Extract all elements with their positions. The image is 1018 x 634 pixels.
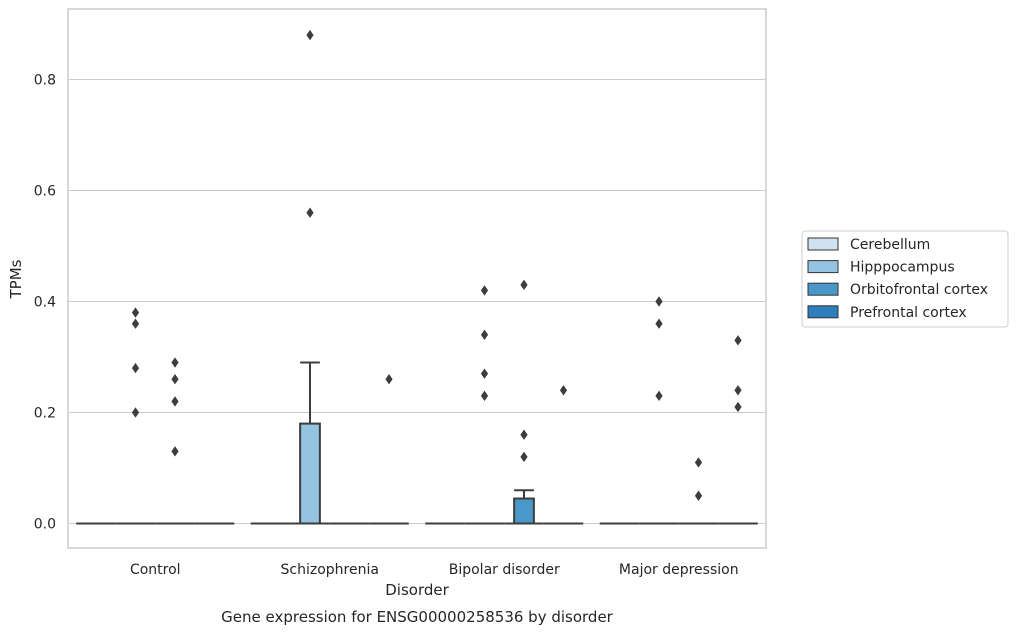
outlier-point [385, 374, 393, 385]
outlier-point [694, 457, 703, 468]
outlier-point [520, 279, 528, 291]
box-group [639, 296, 679, 525]
outlier-point [520, 429, 528, 440]
legend: Cerebellum Hipppocampus Orbitofrontal cort… [801, 230, 1009, 328]
outlier-point [655, 390, 663, 402]
box-plot-area [76, 29, 758, 525]
plot-frame [67, 8, 767, 549]
outlier-point [734, 335, 742, 346]
legend-swatch [807, 305, 839, 319]
legend-label: Cerebellum [850, 237, 930, 253]
legend-item: Cerebellum [807, 237, 930, 253]
box-iqr [299, 422, 321, 525]
outlier-point [734, 385, 742, 396]
x-axis: Control Schizophrenia Bipolar disorder Majo… [130, 562, 739, 578]
y-tick-label: 0.8 [34, 73, 56, 89]
legend-label: Prefrontal cortex [850, 305, 967, 321]
outlier-point [694, 490, 703, 501]
outlier-point [480, 390, 489, 402]
outlier-point [131, 362, 140, 374]
outlier-point [655, 296, 663, 307]
y-tick-label: 0.2 [34, 406, 56, 422]
legend-swatch [807, 282, 839, 296]
y-axis: 0.0 0.2 0.4 0.6 0.8 [34, 73, 56, 533]
box-group [115, 307, 156, 525]
y-axis-title: TPMs [7, 259, 25, 299]
x-tick-label: Major depression [619, 562, 739, 578]
legend-label: Hipppocampus [850, 260, 955, 276]
x-axis-title: Disorder [385, 581, 449, 599]
legend-item: Prefrontal cortex [807, 305, 967, 321]
legend-frame [801, 230, 1009, 328]
box-group [543, 385, 584, 525]
plot-border [67, 8, 767, 549]
outlier-point [734, 401, 742, 413]
box-group [155, 357, 195, 525]
box-group [718, 335, 758, 525]
outlier-point [171, 357, 179, 368]
box-group [290, 29, 330, 525]
outlier-point [655, 318, 663, 329]
legend-label: Orbitofrontal cortex [850, 282, 988, 298]
box-group [504, 279, 544, 525]
legend-item: Orbitofrontal cortex [807, 282, 988, 298]
legend-swatch [807, 260, 839, 274]
outlier-point [480, 285, 489, 296]
chart-caption: Gene expression for ENSG00000258536 by d… [221, 608, 614, 626]
x-tick-label: Bipolar disorder [449, 562, 560, 578]
outlier-point [131, 318, 140, 329]
outlier-point [171, 446, 179, 457]
outlier-point [171, 396, 179, 407]
y-tick-label: 0.0 [34, 517, 56, 533]
box-iqr [513, 497, 535, 525]
outlier-point [171, 374, 179, 385]
legend-swatch [807, 237, 839, 251]
x-tick-label: Control [130, 562, 181, 578]
outlier-point [559, 385, 568, 396]
y-tick-label: 0.6 [34, 184, 56, 200]
outlier-point [480, 368, 489, 379]
x-tick-label: Schizophrenia [281, 562, 379, 578]
box-group [678, 457, 719, 525]
outlier-point [520, 451, 528, 463]
outlier-point [306, 207, 314, 218]
legend-item: Hipppocampus [807, 260, 955, 276]
box-group [369, 374, 409, 525]
outlier-point [480, 329, 489, 340]
box-group [464, 285, 505, 525]
outlier-point [131, 407, 140, 418]
outlier-point [306, 29, 314, 41]
y-tick-label: 0.4 [34, 295, 56, 311]
outlier-point [131, 307, 140, 318]
